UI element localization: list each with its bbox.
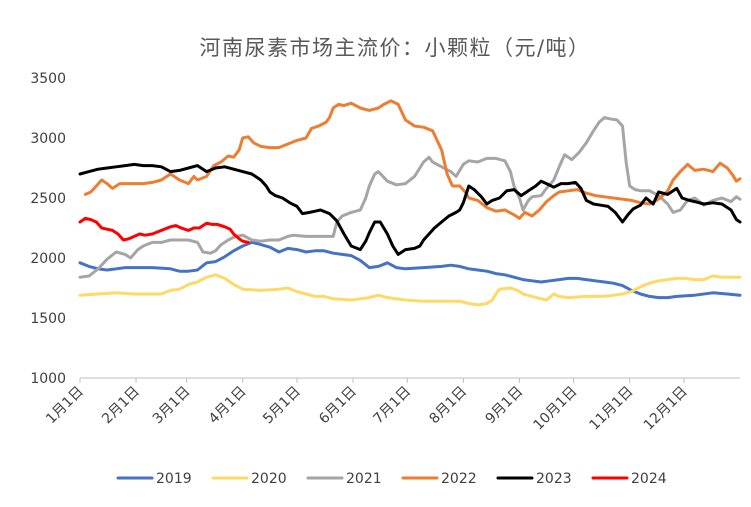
series-line-2024 [78, 216, 250, 244]
series-line-2022 [83, 99, 742, 220]
x-tick-label: 8月1日 [426, 384, 470, 428]
x-tick-label: 4月1日 [206, 384, 250, 428]
series-lines [78, 99, 742, 307]
x-axis-ticks: 1月1日 2月1日 3月1日 4月1日 5月1日 6月1日 7月1日 8月1日 9月1日 10月1… [43, 378, 691, 434]
y-tick-label: 3500 [30, 71, 66, 87]
x-tick-label: 9月1日 [483, 384, 527, 428]
series-line-2020 [78, 273, 742, 307]
x-tick-label: 12月1日 [641, 384, 691, 434]
x-tick-label: 11月1日 [587, 384, 637, 434]
series-line-2021 [78, 116, 742, 279]
chart-title: 河南尿素市场主流价：小颗粒（元/吨） [199, 36, 590, 60]
y-tick-label: 2000 [30, 251, 66, 267]
x-tick-label: 6月1日 [316, 384, 360, 428]
y-tick-label: 2500 [30, 191, 66, 207]
legend-label-2021: 2021 [346, 471, 382, 487]
legend-label-2022: 2022 [441, 471, 477, 487]
legend-label-2020: 2020 [251, 471, 287, 487]
x-tick-label: 5月1日 [260, 384, 304, 428]
x-tick-label: 10月1日 [530, 384, 580, 434]
series-line-2023 [78, 162, 742, 256]
y-tick-label: 1000 [30, 371, 66, 387]
legend-label-2019: 2019 [156, 471, 192, 487]
x-tick-label: 2月1日 [99, 384, 143, 428]
x-tick-label: 3月1日 [150, 384, 194, 428]
legend-label-2023: 2023 [536, 471, 572, 487]
x-tick-label: 1月1日 [43, 384, 87, 428]
legend-label-2024: 2024 [631, 471, 667, 487]
y-tick-label: 1500 [30, 311, 66, 327]
series-line-2019 [78, 240, 742, 300]
legend: 2019 2020 2021 2022 2023 2024 [116, 471, 667, 487]
y-tick-label: 3000 [30, 131, 66, 147]
x-tick-label: 7月1日 [370, 384, 414, 428]
y-axis-ticks: 1000 1500 2000 2500 3000 3500 [30, 71, 66, 387]
